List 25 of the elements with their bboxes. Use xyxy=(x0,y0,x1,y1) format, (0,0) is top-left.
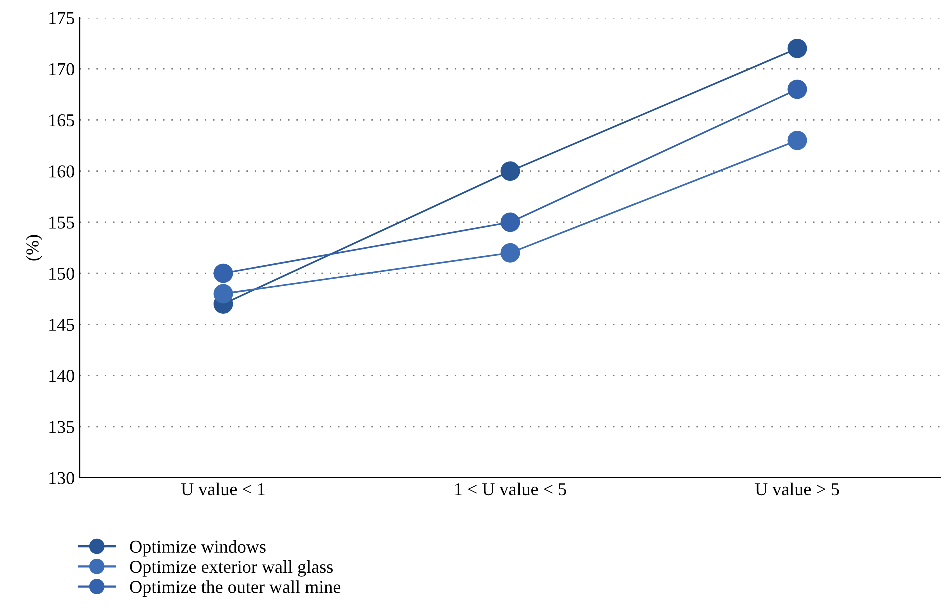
point xyxy=(214,284,234,304)
y-tick-label: 165 xyxy=(50,114,74,127)
legend-label: Optimize the outer wall mine xyxy=(130,580,341,597)
y-tick-label: 135 xyxy=(50,421,74,434)
point xyxy=(788,130,808,150)
legend-label: Optimize windows xyxy=(130,540,266,557)
y-axis-title: (%) xyxy=(26,235,42,261)
y-tick-label: 145 xyxy=(50,319,74,332)
y-tick-label: 170 xyxy=(50,63,74,76)
x-tick-label: 1 < U value < 5 xyxy=(456,482,566,496)
y-tick-label: 160 xyxy=(50,166,74,178)
y-tick-label: 175 xyxy=(50,12,74,24)
point xyxy=(788,80,808,100)
point xyxy=(214,264,234,284)
point xyxy=(500,243,520,263)
y-tick-label: 130 xyxy=(50,472,74,484)
y-tick-label: 140 xyxy=(50,370,74,382)
legend-label: Optimize exterior wall glass xyxy=(130,560,333,577)
point xyxy=(788,38,808,58)
point xyxy=(500,212,520,232)
x-tick-label: U value < 1 xyxy=(181,482,265,496)
y-tick-label: 150 xyxy=(50,268,74,280)
point xyxy=(500,162,520,182)
x-tick-label: U value > 5 xyxy=(755,482,840,496)
y-tick-label: 155 xyxy=(50,216,74,229)
